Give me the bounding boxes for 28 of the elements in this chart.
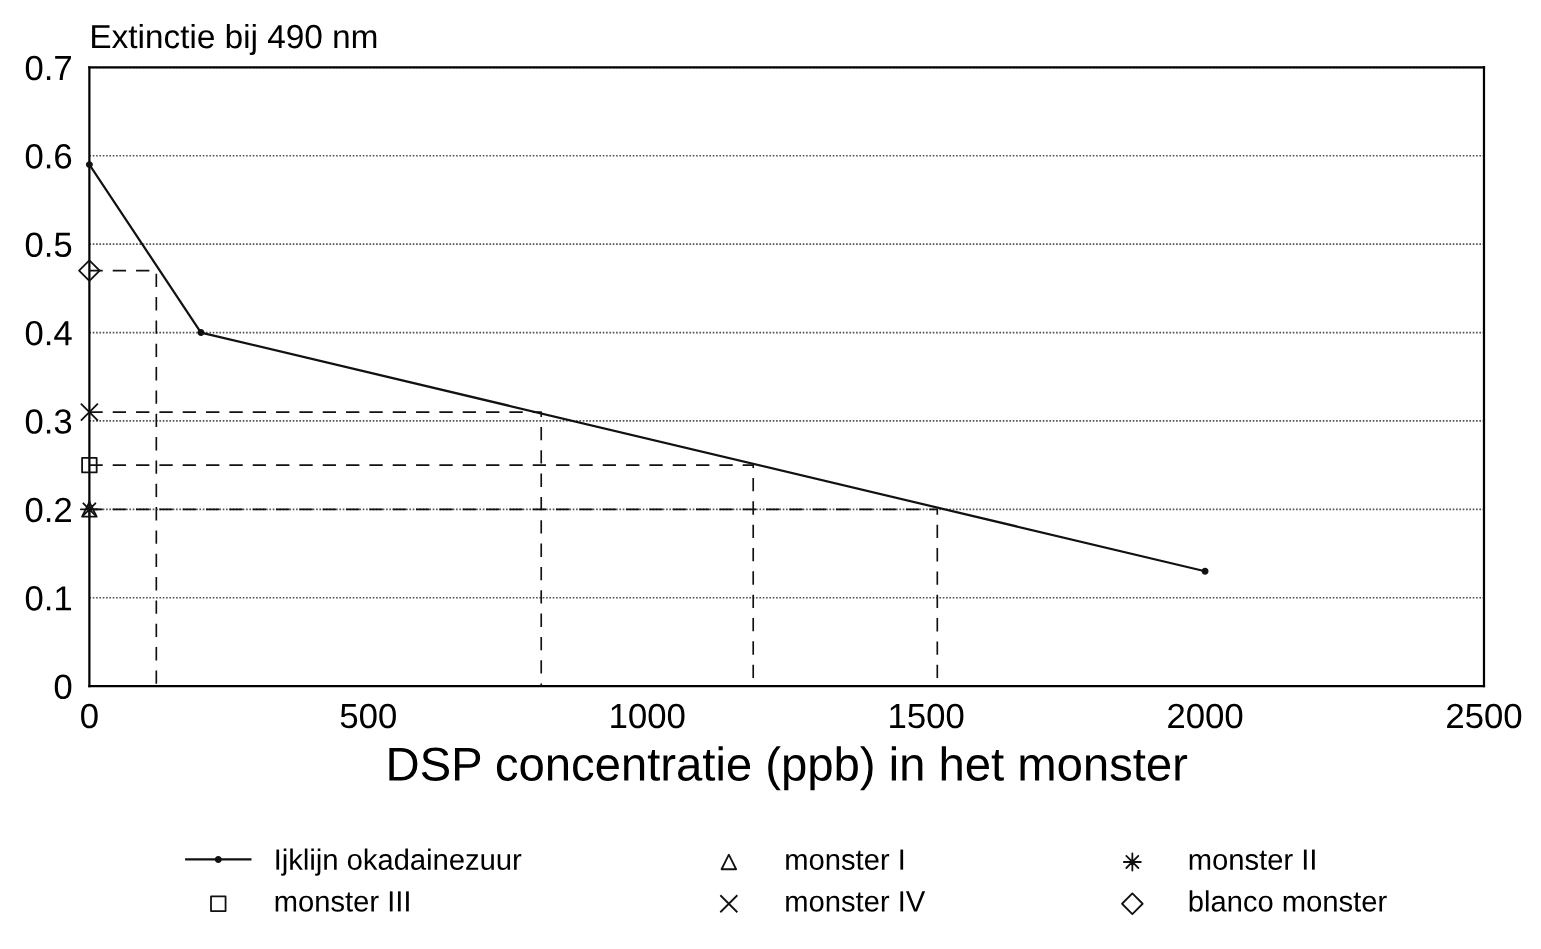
legend-label: Ijklijn okadainezuur: [276, 848, 522, 876]
point: [85, 161, 93, 169]
y-tick-label: 0.2: [25, 497, 71, 523]
x-axis-title: DSP concentratie (ppb) in het monster: [389, 746, 1188, 791]
x-tick-label: 1000: [611, 703, 685, 729]
x-tick-label: 2500: [1447, 703, 1522, 729]
y-tick-label: 0.7: [25, 55, 71, 81]
point: [197, 329, 205, 337]
legend-label: blanco monster: [1189, 890, 1387, 912]
point: [1201, 567, 1209, 575]
y-tick-label: 0.6: [25, 144, 72, 169]
x-tick-label: 0: [81, 703, 98, 729]
legend-label: monster II: [1189, 849, 1315, 870]
legend-label: monster III: [275, 891, 409, 912]
y-tick-label: 0.1: [25, 586, 72, 611]
y-tick-label: 0: [54, 674, 72, 700]
y-tick-label: 0.4: [25, 320, 72, 346]
y-axis-title: Extinctie bij 490 nm: [92, 23, 377, 55]
y-tick-label: 0.3: [25, 409, 72, 434]
point: [81, 456, 98, 474]
x-tick-label: 500: [340, 703, 396, 729]
point: [79, 402, 99, 422]
legend-label: monster IV: [786, 891, 926, 912]
x-tick-label: 2000: [1168, 703, 1243, 729]
point: [78, 259, 101, 282]
legend-label: monster I: [786, 849, 904, 870]
y-tick-label: 0.5: [25, 232, 72, 258]
x-tick-label: 1500: [890, 703, 964, 729]
